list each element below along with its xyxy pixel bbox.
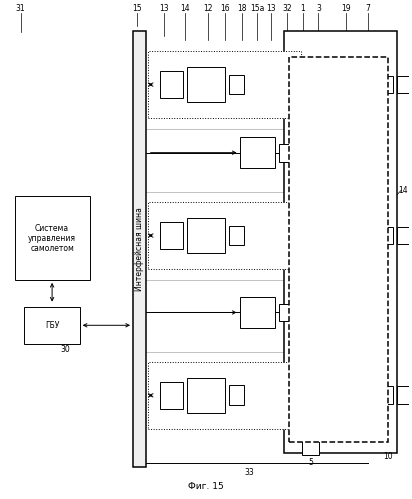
Text: 1: 1 xyxy=(300,4,305,13)
Bar xyxy=(284,31,398,453)
Text: 15а: 15а xyxy=(250,4,265,13)
Bar xyxy=(362,386,376,404)
Text: 5: 5 xyxy=(308,458,313,467)
Text: 3: 3 xyxy=(316,4,321,13)
Bar xyxy=(314,143,332,163)
Text: 13: 13 xyxy=(266,4,276,13)
Bar xyxy=(159,71,183,98)
Bar xyxy=(229,226,244,246)
Bar xyxy=(279,144,293,162)
Bar xyxy=(159,382,183,409)
Text: 30: 30 xyxy=(60,345,70,354)
Bar xyxy=(229,385,244,405)
Bar xyxy=(362,227,376,245)
Text: 13: 13 xyxy=(159,4,169,13)
Bar xyxy=(398,76,411,93)
Text: ГБУ: ГБУ xyxy=(45,321,59,330)
Text: 32: 32 xyxy=(282,4,292,13)
Text: 33: 33 xyxy=(245,468,254,477)
Text: 16: 16 xyxy=(220,4,229,13)
Bar xyxy=(279,303,293,321)
Text: 7: 7 xyxy=(365,4,370,13)
Bar xyxy=(239,297,275,328)
Bar xyxy=(398,227,411,245)
Bar xyxy=(148,51,301,118)
Text: 12: 12 xyxy=(203,4,213,13)
Bar xyxy=(304,69,340,100)
Bar xyxy=(133,31,146,468)
Bar xyxy=(302,441,319,455)
Bar xyxy=(344,76,358,93)
Bar xyxy=(297,301,311,323)
Bar xyxy=(229,75,244,94)
Bar xyxy=(344,227,358,245)
Bar xyxy=(187,67,225,102)
Bar xyxy=(148,362,301,429)
Text: 14: 14 xyxy=(398,186,408,195)
Bar xyxy=(379,227,393,245)
Bar xyxy=(344,386,358,404)
Bar xyxy=(314,302,332,322)
Text: 31: 31 xyxy=(16,4,26,13)
Bar xyxy=(239,137,275,169)
Bar xyxy=(398,386,411,404)
Text: 15: 15 xyxy=(132,4,142,13)
Bar xyxy=(187,378,225,413)
Text: 19: 19 xyxy=(341,4,351,13)
Bar xyxy=(14,196,89,280)
Bar xyxy=(148,202,301,269)
Text: Интерфейсная шина: Интерфейсная шина xyxy=(135,208,144,291)
Text: 14: 14 xyxy=(180,4,190,13)
Bar xyxy=(379,386,393,404)
Text: Система
управления
самолетом: Система управления самолетом xyxy=(28,224,76,253)
Bar xyxy=(304,380,340,411)
Bar xyxy=(304,220,340,251)
Bar xyxy=(362,76,376,93)
Bar xyxy=(379,76,393,93)
Bar xyxy=(289,57,388,442)
Bar xyxy=(297,142,311,164)
Text: 18: 18 xyxy=(237,4,246,13)
Text: 10: 10 xyxy=(383,452,392,461)
Bar xyxy=(24,306,80,344)
Bar xyxy=(159,222,183,250)
Text: Фиг. 15: Фиг. 15 xyxy=(188,482,224,491)
Bar xyxy=(187,218,225,253)
